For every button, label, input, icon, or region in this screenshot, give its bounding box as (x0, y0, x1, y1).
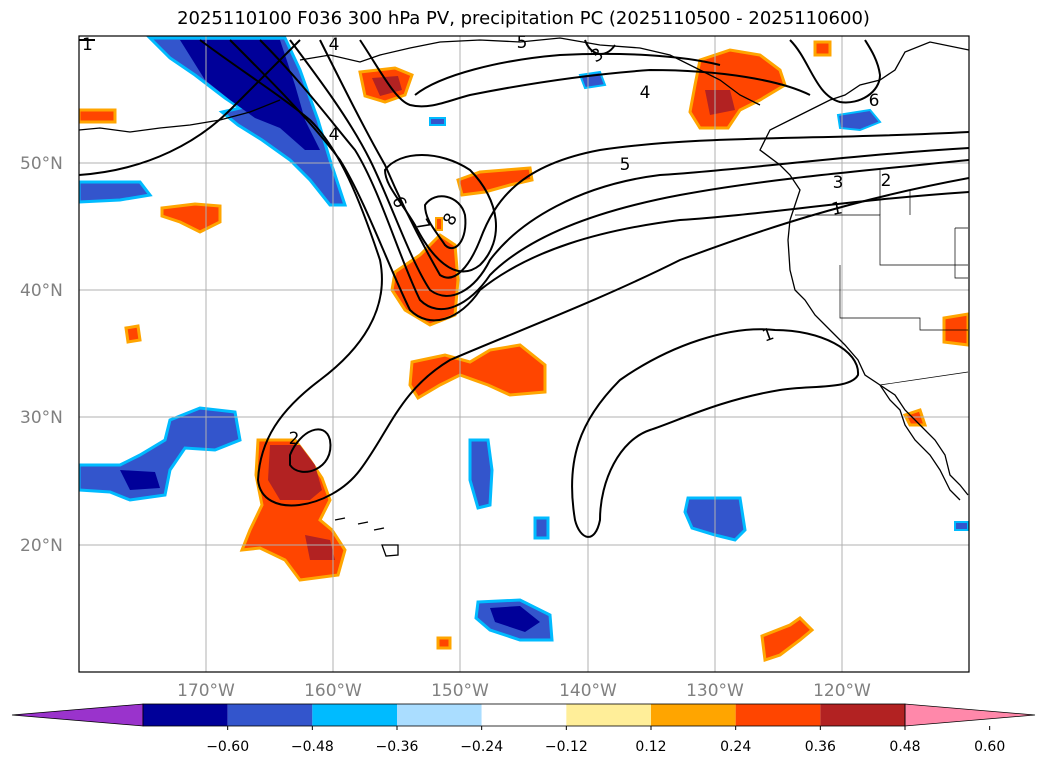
pv-contours (79, 39, 969, 538)
pv-contour (319, 39, 969, 279)
precip-positive-area (436, 636, 452, 650)
contour-label: 4 (329, 35, 340, 55)
colorbar: −0.60 −0.48 −0.36 −0.24 −0.12 0.12 0.24 0.36 0.4… (11, 703, 1036, 755)
colorbar-segment (566, 704, 651, 726)
pv-contour (414, 52, 721, 96)
plot-title: 2025110100 F036 300 hPa PV, precipitatio… (177, 8, 870, 29)
latitude-labels: 50°N 40°N 30°N 20°N (20, 154, 63, 556)
precip-positive-area (435, 217, 443, 231)
coastline-aleutians (79, 99, 281, 133)
colorbar-frame (142, 703, 906, 727)
coastline-alaska (299, 37, 761, 106)
precip-positive-area (813, 40, 832, 57)
colorbar-tick-label: 0.60 (974, 739, 1005, 755)
colorbar-tick-label: 0.24 (720, 739, 751, 755)
coastline-north-america (759, 41, 969, 496)
longitude-labels: 170°W 160°W 150°W 140°W 130°W 120°W (177, 681, 871, 701)
lat-label: 30°N (20, 408, 63, 428)
precip-positive-area (124, 324, 142, 344)
lat-label: 50°N (20, 154, 63, 174)
precip-negative-area (533, 516, 550, 540)
colorbar-tick-label: −0.12 (545, 739, 588, 755)
precip-positive-area (79, 108, 117, 124)
colorbar-tick-label: 0.12 (635, 739, 666, 755)
colorbar-segment (397, 704, 482, 726)
lat-label: 40°N (20, 281, 63, 301)
border-line (839, 265, 968, 331)
contour-label: 5 (620, 155, 631, 175)
map-panel: 1 1 1 2 2 3 3 4 4 4 5 5 6 6 7 8 (78, 33, 970, 673)
pv-contour (259, 39, 969, 311)
precip-negative-core (490, 606, 540, 632)
precip-negative-core (120, 470, 160, 490)
precip-positive-core (268, 445, 322, 500)
precip-positive-area (760, 616, 815, 663)
colorbar-extension-high (904, 703, 1036, 727)
contour-label: 1 (830, 198, 844, 220)
lon-label: 120°W (813, 681, 871, 701)
pv-contour (289, 39, 969, 297)
colorbar-tick-label: −0.60 (206, 739, 249, 755)
border-line (879, 170, 911, 215)
contour-label: 4 (640, 83, 651, 103)
precip-negative-area (468, 438, 494, 510)
lon-label: 160°W (304, 681, 362, 701)
colorbar-tick-label: −0.48 (291, 739, 334, 755)
pv-contour (383, 154, 497, 273)
precip-positive-core (305, 535, 335, 560)
contour-label: 6 (869, 91, 880, 111)
precip-negative-area (429, 117, 446, 126)
pv-contour (289, 428, 332, 473)
precip-positive-area (456, 166, 534, 197)
coastline-baja (879, 384, 961, 501)
colorbar-tick-label: −0.36 (376, 739, 419, 755)
colorbar-segment (651, 704, 736, 726)
pv-contour (229, 39, 969, 322)
precip-negative-area (79, 180, 153, 204)
colorbar-tick-label: −0.24 (460, 739, 503, 755)
colorbar-tick-label: 0.48 (889, 739, 920, 755)
gridlines (79, 36, 969, 672)
precip-negative-area (79, 406, 242, 502)
lon-label: 140°W (559, 681, 617, 701)
pv-contour (789, 39, 882, 104)
contour-label: 3 (833, 173, 844, 193)
pv-contour (359, 39, 811, 108)
colorbar-tick-label: 0.36 (805, 739, 836, 755)
state-borders (795, 170, 969, 386)
coastline-hawaii (334, 517, 399, 557)
colorbar-segment (481, 704, 567, 726)
coastlines (79, 37, 969, 557)
lat-label: 20°N (20, 536, 63, 556)
contour-label: 4 (329, 125, 340, 145)
lon-label: 130°W (686, 681, 744, 701)
pv-contour (79, 39, 301, 176)
precip-positive-area (408, 343, 547, 401)
contour-label: 1 (82, 35, 93, 55)
precip-negative-area (836, 108, 882, 132)
colorbar-extension-low (11, 703, 144, 727)
map-frame (78, 35, 970, 673)
contour-label: 2 (289, 429, 300, 449)
colorbar-segment (143, 704, 228, 726)
colorbar-segment (227, 704, 313, 726)
colorbar-segment (735, 704, 821, 726)
precip-negative-area (954, 521, 969, 531)
lon-label: 150°W (431, 681, 489, 701)
pv-contour (199, 39, 969, 507)
border-line (879, 371, 969, 386)
border-line (954, 227, 968, 279)
pv-contour (423, 195, 467, 250)
colorbar-segment (820, 704, 905, 726)
contour-label: 2 (881, 171, 892, 191)
lon-label: 170°W (177, 681, 235, 701)
precip-positive-core (705, 90, 735, 115)
precip-positive-area (942, 312, 969, 347)
colorbar-segment (312, 704, 397, 726)
contour-label: 5 (517, 33, 528, 53)
pv-contour (584, 39, 616, 55)
border-line (795, 214, 968, 266)
pv-contour (571, 328, 860, 538)
